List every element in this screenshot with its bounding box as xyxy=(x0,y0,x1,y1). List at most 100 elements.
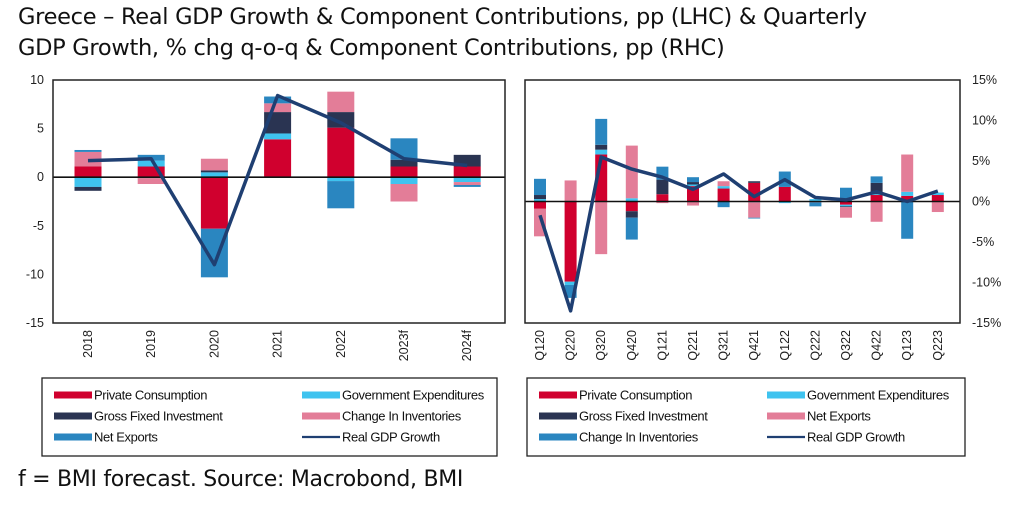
quarterly-bar-government-expenditures-q222 xyxy=(809,199,822,202)
annual-bar-government-expenditures-2021 xyxy=(264,133,292,140)
quarterly-x-tick-label: Q222 xyxy=(808,330,822,361)
quarterly-x-tick-label: Q320 xyxy=(594,330,608,361)
quarterly-bar-change-in-inventories-q422 xyxy=(870,176,883,183)
quarterly-x-tick-label: Q220 xyxy=(564,330,578,361)
quarterly-y-tick-label: -10% xyxy=(972,276,1001,290)
quarterly-bar-net-exports-q123 xyxy=(901,154,914,192)
quarterly-y-tick-label: 0% xyxy=(972,195,990,209)
annual-bar-change-in-inventories-2020 xyxy=(200,158,228,171)
legend-swatch xyxy=(302,391,340,399)
chart-title-line-1: Greece – Real GDP Growth & Component Con… xyxy=(18,4,867,30)
quarterly-bar-gross-fixed-investment-q420 xyxy=(625,211,638,218)
quarterly-gdp-chart: 15%10%5%0%-5%-10%-15% Q120 Q220 Q320 Q420 Q1… xyxy=(524,73,1001,457)
quarterly-x-tick-label: Q120 xyxy=(533,330,547,361)
annual-bar-government-expenditures-2019 xyxy=(137,160,165,167)
annual-bar-change-in-inventories-2021 xyxy=(264,103,292,113)
quarterly-bar-government-expenditures-q221 xyxy=(687,184,699,187)
quarterly-bar-government-expenditures-q422 xyxy=(870,194,883,196)
quarterly-bar-net-exports-q121 xyxy=(656,201,669,204)
quarterly-bar-government-expenditures-q320 xyxy=(595,149,608,155)
legend-swatch xyxy=(539,391,577,399)
annual-x-tick-label: 2019 xyxy=(144,330,158,358)
quarterly-bar-change-in-inventories-q222 xyxy=(809,202,822,207)
annual-bars xyxy=(74,91,481,278)
annual-bar-government-expenditures-2022 xyxy=(327,177,355,182)
annual-legend-item-real-gdp-growth: Real GDP Growth xyxy=(302,430,440,445)
source-note: f = BMI forecast. Source: Macrobond, BMI xyxy=(18,467,464,492)
annual-bar-gross-fixed-investment-2022 xyxy=(327,112,355,128)
quarterly-bar-private-consumption-q422 xyxy=(870,195,883,202)
quarterly-bar-change-in-inventories-q120 xyxy=(534,178,546,196)
annual-y-tick-label: 10 xyxy=(30,73,44,87)
quarterly-bar-change-in-inventories-q221 xyxy=(687,177,699,183)
annual-bar-change-in-inventories-2019 xyxy=(137,178,165,185)
annual-legend-box xyxy=(41,377,498,457)
quarterly-bar-gross-fixed-investment-q422 xyxy=(870,182,883,195)
annual-legend-item-private-consumption: Private Consumption xyxy=(54,388,208,403)
quarterly-bar-private-consumption-q123 xyxy=(901,195,914,202)
legend-label: Real GDP Growth xyxy=(342,430,440,445)
quarterly-bar-gross-fixed-investment-q421 xyxy=(748,181,761,183)
quarterly-legend-item-government-expenditures: Government Expenditures xyxy=(767,388,950,403)
quarterly-bar-change-in-inventories-q321 xyxy=(717,201,730,208)
legend-label: Change In Inventories xyxy=(579,430,699,445)
annual-bar-gross-fixed-investment-2018 xyxy=(74,186,102,191)
quarterly-bar-government-expenditures-q120 xyxy=(534,199,546,202)
annual-bar-government-expenditures-2020 xyxy=(200,172,228,178)
quarterly-bar-gross-fixed-investment-q322 xyxy=(840,206,852,208)
quarterly-bar-change-in-inventories-q123 xyxy=(901,201,914,239)
annual-bar-change-in-inventories-2023f xyxy=(390,184,418,202)
annual-y-axis: 10 5 0 -5 -10 -15 xyxy=(26,73,44,330)
annual-bar-change-in-inventories-2024f xyxy=(453,182,481,185)
quarterly-y-tick-label: 10% xyxy=(972,114,997,128)
quarterly-legend-item-change-in-inventories: Change In Inventories xyxy=(539,430,699,445)
annual-bar-private-consumption-2023f xyxy=(390,166,418,178)
annual-x-tick-label: 2020 xyxy=(207,330,221,358)
annual-bar-private-consumption-2022 xyxy=(327,127,355,178)
quarterly-bar-private-consumption-q223 xyxy=(931,195,944,202)
quarterly-bar-net-exports-q220 xyxy=(564,180,577,202)
legend-swatch xyxy=(539,412,577,420)
legend-swatch xyxy=(54,412,92,420)
quarterly-x-tick-label: Q221 xyxy=(686,330,700,361)
quarterly-legend-box xyxy=(526,377,966,457)
annual-y-tick-label: 0 xyxy=(37,170,44,184)
quarterly-x-tick-label: Q223 xyxy=(931,330,945,361)
quarterly-bar-government-expenditures-q220 xyxy=(564,281,577,285)
quarterly-legend: Private Consumption Government Expenditur… xyxy=(526,377,966,457)
annual-legend-item-gross-fixed-investment: Gross Fixed Investment xyxy=(54,409,224,424)
annual-x-tick-label: 2021 xyxy=(271,330,285,358)
annual-y-tick-label: -5 xyxy=(33,219,44,233)
chart-title: Greece – Real GDP Growth & Component Con… xyxy=(18,2,1024,64)
quarterly-y-tick-label: 5% xyxy=(972,154,990,168)
quarterly-bars xyxy=(534,118,944,298)
annual-bar-private-consumption-2020 xyxy=(200,177,228,229)
annual-bar-private-consumption-2021 xyxy=(264,139,292,178)
quarterly-bar-gross-fixed-investment-q121 xyxy=(656,179,669,195)
quarterly-bar-net-exports-q420 xyxy=(625,145,638,199)
annual-bar-gross-fixed-investment-2020 xyxy=(200,170,228,173)
annual-x-axis: 2018 2019 2020 2021 2022 2023f 2024f xyxy=(81,329,474,361)
quarterly-bar-private-consumption-q121 xyxy=(656,194,669,202)
quarterly-bar-private-consumption-q122 xyxy=(778,186,791,202)
annual-x-tick-label: 2023f xyxy=(397,329,411,361)
quarterly-bar-private-consumption-q321 xyxy=(717,188,730,202)
quarterly-x-axis: Q120 Q220 Q320 Q420 Q121 Q221 Q321 Q421 Q122 Q222… xyxy=(533,330,945,361)
legend-label: Change In Inventories xyxy=(342,409,462,424)
quarterly-bar-private-consumption-q220 xyxy=(564,201,577,282)
quarterly-bar-government-expenditures-q223 xyxy=(931,192,944,196)
quarterly-bar-net-exports-q322 xyxy=(840,207,852,218)
legend-label: Government Expenditures xyxy=(807,388,950,403)
quarterly-legend-item-private-consumption: Private Consumption xyxy=(539,388,693,403)
legend-label: Real GDP Growth xyxy=(807,430,905,445)
annual-bar-change-in-inventories-2022 xyxy=(327,91,355,113)
annual-bar-private-consumption-2019 xyxy=(137,166,165,178)
quarterly-y-tick-label: 15% xyxy=(972,73,997,87)
annual-bar-net-exports-2022 xyxy=(327,181,355,209)
quarterly-bar-change-in-inventories-q421 xyxy=(748,217,761,219)
quarterly-bar-net-exports-q221 xyxy=(687,201,699,206)
quarterly-bar-net-exports-q320 xyxy=(595,201,608,255)
quarterly-bar-gross-fixed-investment-q221 xyxy=(687,182,699,185)
annual-legend-item-government-expenditures: Government Expenditures xyxy=(302,388,485,403)
